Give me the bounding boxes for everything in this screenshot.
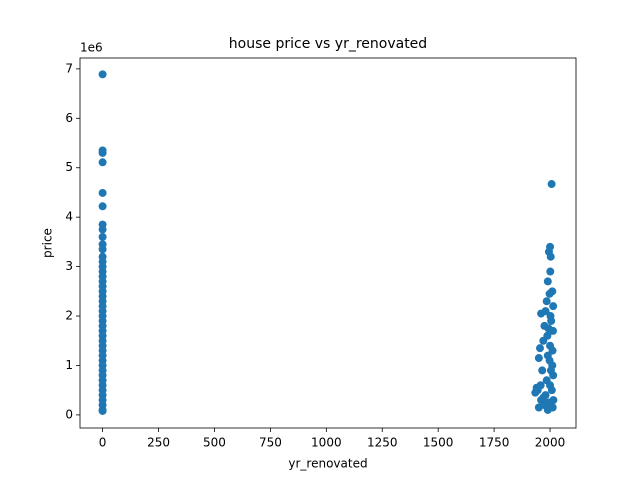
y-tick-label: 1: [65, 358, 73, 372]
point: [548, 346, 557, 355]
y-tick-label: 4: [65, 210, 73, 224]
x-tick-label: 1500: [423, 436, 454, 450]
point: [538, 366, 547, 375]
x-tick-label: 1750: [479, 436, 510, 450]
x-axis-label: yr_renovated: [288, 457, 367, 471]
x-tick-label: 250: [147, 436, 170, 450]
chart-title: house price vs yr_renovated: [229, 36, 427, 52]
plot-area: [98, 70, 558, 415]
point: [539, 393, 548, 402]
y-tick-label: 6: [65, 111, 73, 125]
point: [534, 354, 543, 363]
y-axis-label: price: [41, 228, 55, 258]
x-tick-label: 1250: [367, 436, 398, 450]
point: [545, 289, 554, 298]
x-tick-label: 1000: [311, 436, 342, 450]
y-tick-label: 0: [65, 407, 73, 421]
point: [98, 158, 107, 167]
point: [546, 366, 555, 375]
point: [546, 267, 555, 276]
point: [543, 331, 552, 340]
point: [547, 180, 556, 189]
x-tick-label: 2000: [535, 436, 566, 450]
point: [545, 356, 554, 365]
x-tick-label: 500: [203, 436, 226, 450]
point: [544, 324, 553, 333]
point: [548, 403, 557, 412]
point: [98, 406, 107, 415]
y-tick-label: 3: [65, 259, 73, 273]
y-tick-label: 7: [65, 61, 73, 75]
point: [98, 148, 107, 157]
point: [98, 232, 107, 241]
x-tick-label: 750: [259, 436, 282, 450]
point: [537, 309, 546, 318]
point: [98, 188, 107, 197]
x-tick-label: 0: [99, 436, 107, 450]
point: [535, 344, 544, 353]
point: [536, 381, 545, 390]
point: [98, 202, 107, 211]
point: [98, 70, 107, 79]
point: [546, 312, 555, 321]
axes-frame: [79, 57, 577, 429]
y-tick-label: 5: [65, 160, 73, 174]
y-tick-label: 2: [65, 309, 73, 323]
y-offset-label: 1e6: [80, 41, 103, 55]
point: [543, 277, 552, 286]
point: [549, 302, 558, 311]
point: [546, 252, 555, 261]
point: [98, 245, 107, 254]
point: [547, 386, 556, 395]
point: [542, 297, 551, 306]
point: [98, 225, 107, 234]
